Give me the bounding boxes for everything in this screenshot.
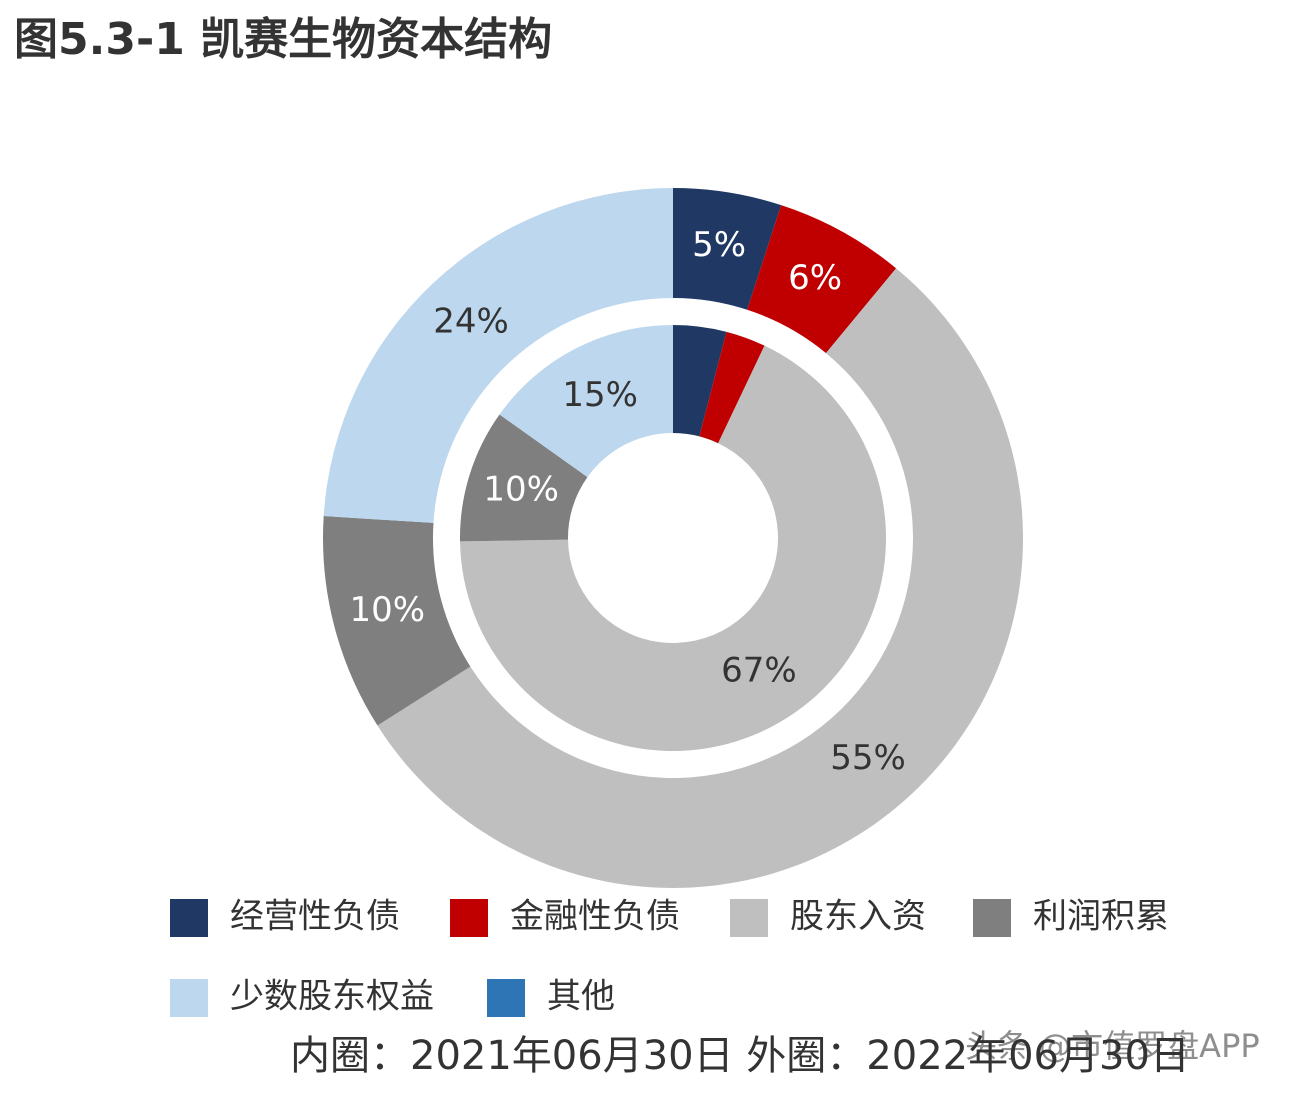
donut-slice bbox=[323, 516, 471, 726]
data-label: 10% bbox=[349, 590, 425, 630]
legend-label: 少数股东权益 bbox=[230, 977, 434, 1017]
data-label: 67% bbox=[721, 650, 797, 690]
legend-swatch bbox=[170, 899, 208, 937]
legend-label: 金融性负债 bbox=[510, 897, 680, 937]
donut-slice bbox=[699, 331, 765, 444]
legend-swatch bbox=[170, 979, 208, 1017]
data-label: 15% bbox=[562, 375, 638, 415]
donut-slice bbox=[323, 188, 673, 523]
legend-swatch bbox=[487, 979, 525, 1017]
donut-slice bbox=[673, 188, 782, 310]
donut-slice bbox=[499, 325, 673, 478]
legend-label: 其他 bbox=[547, 977, 615, 1017]
donut-slice bbox=[460, 345, 887, 752]
chart-title: 图5.3-1 凯赛生物资本结构 bbox=[14, 14, 552, 65]
chart-note: 内圈：2021年06月30日 外圈：2022年06月30日 bbox=[290, 1033, 1190, 1079]
data-label: 10% bbox=[483, 469, 559, 509]
data-label: 55% bbox=[830, 738, 906, 778]
donut-slice bbox=[747, 205, 897, 354]
legend-label: 股东入资 bbox=[790, 897, 926, 937]
legend-label: 经营性负债 bbox=[230, 897, 400, 937]
data-label: 6% bbox=[788, 258, 842, 298]
legend-swatch bbox=[973, 899, 1011, 937]
donut-slice bbox=[673, 325, 727, 437]
legend-label: 利润积累 bbox=[1033, 897, 1169, 937]
legend-swatch bbox=[450, 899, 488, 937]
donut-slice bbox=[377, 268, 1024, 889]
data-label: 24% bbox=[433, 301, 509, 341]
legend-swatch bbox=[730, 899, 768, 937]
watermark: 头条 @市值罗盘APP bbox=[965, 1027, 1260, 1065]
data-label: 5% bbox=[692, 225, 746, 265]
donut-slice bbox=[460, 414, 588, 542]
